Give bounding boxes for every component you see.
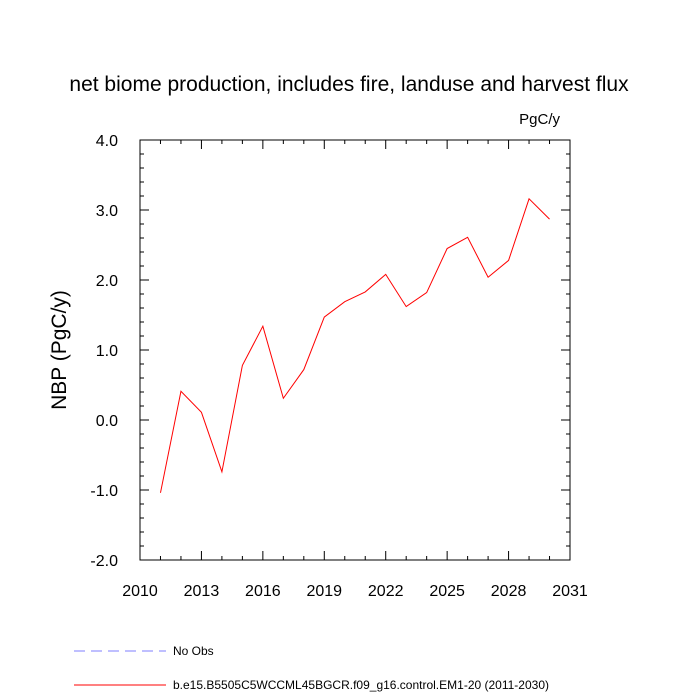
legend-label-model-run: b.e15.B5505C5WCCML45BGCR.f09_g16.control… xyxy=(173,678,549,692)
x-tick-label: 2016 xyxy=(245,583,281,600)
y-tick-label: 2.0 xyxy=(96,273,118,290)
y-tick-labels: 4.0 3.0 2.0 1.0 0.0 -1.0 -2.0 xyxy=(90,133,118,570)
series-line-0 xyxy=(159,197,550,493)
y-tick-label: 3.0 xyxy=(96,203,118,220)
y-tick-label: 1.0 xyxy=(96,343,118,360)
chart-title: net biome production, includes fire, lan… xyxy=(69,73,629,96)
legend-label-no-obs: No Obs xyxy=(173,644,214,658)
x-tick-label: 2019 xyxy=(306,583,342,600)
x-tick-labels: 2010 2013 2016 2019 2022 2025 2028 2031 xyxy=(122,583,588,600)
plot-frame xyxy=(139,139,571,561)
units-label: PgC/y xyxy=(519,111,560,128)
legend: No Obs b.e15.B5505C5WCCML45BGCR.f09_g16.… xyxy=(74,644,549,692)
x-tick-label: 2031 xyxy=(552,583,588,600)
y-axis-label: NBP (PgC/y) xyxy=(48,290,71,410)
x-tick-label: 2022 xyxy=(368,583,404,600)
x-tick-label: 2010 xyxy=(122,583,158,600)
y-tick-label: 0.0 xyxy=(96,413,118,430)
x-tick-label: 2028 xyxy=(491,583,527,600)
x-tick-label: 2013 xyxy=(184,583,220,600)
x-tick-label: 2025 xyxy=(429,583,465,600)
axis-ticks xyxy=(139,139,571,561)
y-tick-label: -1.0 xyxy=(90,483,118,500)
y-tick-label: 4.0 xyxy=(96,133,118,150)
series-lines xyxy=(159,197,550,493)
y-tick-label: -2.0 xyxy=(90,553,118,570)
